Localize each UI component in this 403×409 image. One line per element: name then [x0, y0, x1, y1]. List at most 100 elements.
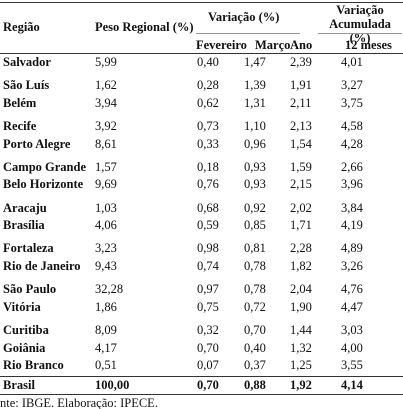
region-cell: Porto Alegre [3, 136, 71, 151]
march-cell: 0,96 [244, 136, 266, 151]
months12-cell: 4,14 [341, 378, 363, 392]
year-cell: 1,54 [290, 136, 312, 151]
weight-cell: 5,99 [95, 55, 117, 69]
header-subrule [196, 33, 300, 34]
region-cell: Brasil [3, 378, 35, 392]
region-cell: Recife [3, 119, 37, 133]
march-cell: 0,81 [244, 241, 266, 256]
region-cell: Rio de Janeiro [3, 259, 81, 273]
march-cell: 1,47 [244, 55, 266, 69]
february-cell: 0,74 [197, 259, 219, 273]
year-cell: 2,39 [290, 55, 312, 69]
weight-cell: 9,43 [95, 259, 117, 273]
february-cell: 0,62 [197, 95, 219, 110]
region-cell: São Paulo [3, 282, 57, 297]
year-cell: 2,04 [290, 282, 312, 297]
header-accumulated: Variação Acumulada (%) [329, 3, 391, 45]
header-subrule [318, 33, 402, 34]
february-cell: 0,75 [197, 299, 219, 314]
february-cell: 0,70 [197, 378, 219, 392]
months12-cell: 3,03 [341, 323, 363, 337]
months12-cell: 4,28 [341, 136, 363, 151]
months12-cell: 4,19 [341, 218, 363, 233]
header-march: Março [255, 38, 291, 52]
months12-cell: 3,96 [341, 177, 363, 192]
year-cell: 1,91 [290, 78, 312, 93]
march-cell: 1,39 [244, 78, 266, 93]
weight-cell: 1,86 [95, 299, 117, 314]
top-rule [0, 2, 403, 3]
february-cell: 0,18 [197, 159, 219, 174]
february-cell: 0,28 [197, 78, 219, 93]
year-cell: 1,92 [290, 378, 312, 392]
year-cell: 1,59 [290, 159, 312, 174]
march-cell: 0,93 [244, 177, 266, 192]
march-cell: 0,72 [244, 299, 266, 314]
year-cell: 1,71 [290, 218, 312, 233]
march-cell: 0,85 [244, 218, 266, 233]
bottom-rule [0, 394, 403, 395]
weight-cell: 9,69 [95, 177, 117, 192]
header-region: Região [3, 20, 40, 34]
weight-cell: 32,28 [95, 282, 124, 297]
months12-cell: 3,26 [341, 259, 363, 273]
weight-cell: 4,17 [95, 340, 117, 355]
months12-cell: 4,89 [341, 241, 363, 256]
region-cell: Fortaleza [3, 241, 54, 256]
region-cell: Salvador [3, 55, 51, 69]
region-cell: São Luís [3, 78, 50, 93]
february-cell: 0,33 [197, 136, 219, 151]
year-cell: 1,25 [290, 358, 312, 373]
region-cell: Campo Grande [3, 159, 86, 174]
weight-cell: 1,57 [95, 159, 117, 174]
february-cell: 0,07 [197, 358, 219, 373]
weight-cell: 3,92 [95, 119, 117, 133]
weight-cell: 1,62 [95, 78, 117, 93]
march-cell: 0,70 [244, 323, 266, 337]
february-cell: 0,32 [197, 323, 219, 337]
march-cell: 0,40 [244, 340, 266, 355]
march-cell: 0,92 [244, 200, 266, 215]
february-cell: 0,40 [197, 55, 219, 69]
march-cell: 0,93 [244, 159, 266, 174]
weight-cell: 0,51 [95, 358, 117, 373]
months12-cell: 3,75 [341, 95, 363, 110]
february-cell: 0,68 [197, 200, 219, 215]
header-weight: Peso Regional (%) [95, 20, 194, 34]
weight-cell: 100,00 [95, 378, 130, 392]
months12-cell: 3,27 [341, 78, 363, 93]
weight-cell: 1,03 [95, 200, 117, 215]
year-cell: 2,13 [290, 119, 312, 133]
february-cell: 0,59 [197, 218, 219, 233]
region-cell: Rio Branco [3, 358, 64, 373]
months12-cell: 4,00 [341, 340, 363, 355]
year-cell: 2,28 [290, 241, 312, 256]
weight-cell: 8,09 [95, 323, 117, 337]
march-cell: 0,37 [244, 358, 266, 373]
year-cell: 2,02 [290, 200, 312, 215]
march-cell: 1,31 [244, 95, 266, 110]
february-cell: 0,76 [197, 177, 219, 192]
region-cell: Belém [3, 95, 37, 110]
months12-cell: 3,55 [341, 358, 363, 373]
months12-cell: 4,58 [341, 119, 363, 133]
march-cell: 0,78 [244, 259, 266, 273]
year-cell: 2,11 [290, 95, 312, 110]
header-12-months: 12 meses [345, 38, 392, 52]
february-cell: 0,73 [197, 119, 219, 133]
header-rule [0, 53, 403, 54]
february-cell: 0,98 [197, 241, 219, 256]
region-cell: Vitória [3, 299, 41, 314]
weight-cell: 3,94 [95, 95, 117, 110]
year-cell: 1,32 [290, 340, 312, 355]
region-cell: Aracaju [3, 200, 47, 215]
header-year: Ano [290, 38, 313, 52]
weight-cell: 4,06 [95, 218, 117, 233]
months12-cell: 2,66 [341, 159, 363, 174]
year-cell: 2,15 [290, 177, 312, 192]
source-note: nte: IBGE. Elaboração: IPECE. [0, 396, 158, 409]
header-february: Fevereiro [196, 38, 247, 52]
february-cell: 0,70 [197, 340, 219, 355]
weight-cell: 8,61 [95, 136, 117, 151]
